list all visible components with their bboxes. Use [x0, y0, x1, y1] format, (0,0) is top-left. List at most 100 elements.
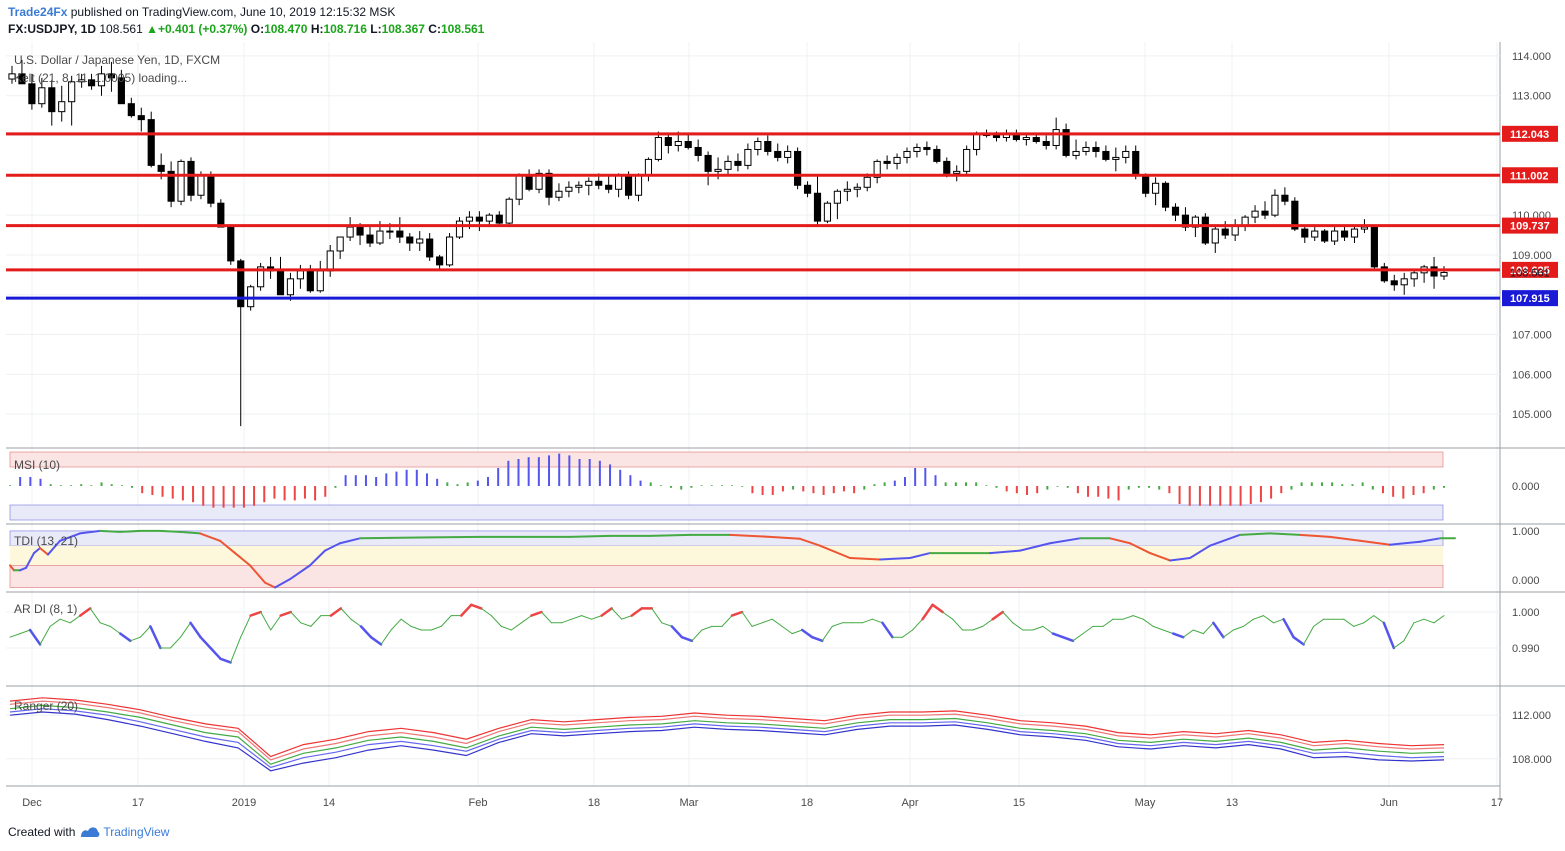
- price-tick-label: 107.000: [1512, 330, 1552, 342]
- tradingview-brand[interactable]: TradingView: [103, 825, 170, 839]
- candle: [555, 183, 563, 202]
- low-label: L:: [370, 22, 382, 36]
- candle-body: [207, 174, 215, 204]
- candle-body: [167, 170, 175, 202]
- time-tick-label: 17: [1491, 797, 1503, 809]
- ranger-tick-label: 112.000: [1512, 710, 1551, 722]
- ardi-line-segment: [490, 615, 502, 627]
- chart-canvas[interactable]: 105.000106.000107.000108.000109.000110.0…: [0, 40, 1565, 820]
- candle-body: [644, 158, 653, 176]
- time-tick-label: Apr: [901, 797, 918, 809]
- candle: [78, 73, 86, 88]
- candle-body: [953, 170, 961, 174]
- candle: [127, 97, 135, 118]
- candle-body: [1291, 200, 1299, 230]
- ardi-line-segment: [600, 607, 613, 617]
- ardi-line-segment: [1433, 615, 1445, 624]
- ardi-line-segment: [1313, 618, 1325, 627]
- ardi-line-segment: [430, 625, 442, 631]
- candle: [1311, 227, 1319, 242]
- ardi-line-segment: [1182, 629, 1194, 638]
- candle: [217, 199, 225, 228]
- candle-body: [863, 176, 871, 188]
- candle-body: [147, 119, 155, 166]
- ardi-line-segment: [571, 615, 583, 620]
- ardi-line-segment: [1212, 621, 1225, 639]
- ardi-line-segment: [520, 615, 532, 624]
- ardi-line-segment: [611, 607, 623, 620]
- candle-body: [664, 137, 672, 146]
- ardi-line-segment: [149, 625, 162, 650]
- candle-body: [127, 103, 135, 117]
- time-tick-label: Jun: [1380, 797, 1398, 809]
- ardi-line-segment: [199, 635, 212, 650]
- candle: [794, 147, 802, 190]
- candle-body: [1440, 271, 1448, 277]
- candle: [505, 197, 513, 228]
- level-label: 111.002: [1510, 170, 1549, 182]
- candle-body: [237, 260, 245, 308]
- candle-body: [326, 250, 334, 272]
- ardi-line-segment: [912, 618, 924, 631]
- candle-body: [495, 214, 503, 224]
- ardi-line-segment: [510, 622, 522, 631]
- candle-body: [535, 172, 543, 190]
- candle: [764, 135, 772, 156]
- candle-body: [933, 148, 941, 162]
- tdi-line-segment: [25, 552, 35, 569]
- tdi-line-segment: [1269, 532, 1301, 536]
- tdi-line-segment: [9, 564, 15, 572]
- tdi-line-segment: [339, 537, 361, 545]
- tdi-line-segment: [79, 529, 101, 535]
- candle-body: [286, 278, 295, 296]
- ardi-line-segment: [1423, 618, 1435, 624]
- candle-body: [386, 230, 394, 233]
- tdi-line-segment: [1389, 540, 1421, 546]
- footer: Created with TradingView: [8, 825, 169, 839]
- ardi-line-segment: [1142, 618, 1154, 627]
- ardi-line-segment: [19, 629, 31, 635]
- msi-tick-label: 0.000: [1512, 481, 1540, 493]
- time-tick-label: 14: [323, 797, 335, 809]
- ardi-line-segment: [701, 625, 713, 631]
- candle-body: [117, 77, 125, 105]
- level-tag: [1502, 261, 1558, 278]
- candle-body: [833, 190, 841, 204]
- ardi-line-segment: [119, 632, 132, 643]
- candle: [963, 145, 971, 176]
- ardi-line-segment: [1242, 618, 1254, 627]
- candle: [774, 143, 782, 162]
- msi-upper-band: [9, 451, 1444, 468]
- ardi-line-segment: [329, 607, 343, 617]
- candle: [8, 65, 16, 84]
- publisher-name[interactable]: Trade24Fx: [8, 5, 68, 19]
- candle-body: [137, 115, 145, 121]
- ardi-line-segment: [9, 633, 21, 638]
- candle: [426, 233, 434, 261]
- candle-body: [803, 184, 812, 194]
- candle: [1211, 225, 1219, 253]
- ardi-line-segment: [1222, 629, 1234, 638]
- published-text: published on TradingView.com, June 10, 2…: [70, 5, 396, 19]
- candle-body: [346, 226, 354, 238]
- candle-body: [197, 174, 205, 196]
- candle-body: [565, 186, 573, 192]
- ardi-line-segment: [871, 618, 883, 624]
- candle: [704, 151, 712, 186]
- candle: [724, 155, 732, 176]
- candle: [1221, 221, 1229, 240]
- ardi-line-segment: [1122, 615, 1134, 620]
- candle-body: [426, 238, 434, 258]
- candle-body: [58, 101, 66, 113]
- ardi-line-segment: [831, 622, 843, 627]
- ardi-line-segment: [1082, 625, 1094, 635]
- candle: [276, 256, 285, 296]
- tdi-line-segment: [819, 544, 851, 559]
- candle: [336, 236, 344, 259]
- candle-body: [923, 146, 931, 150]
- ardi-line-segment: [721, 615, 733, 627]
- candle-body: [8, 73, 16, 80]
- candle-body: [1092, 146, 1100, 152]
- candle-body: [78, 79, 86, 83]
- candle-body: [1102, 150, 1110, 160]
